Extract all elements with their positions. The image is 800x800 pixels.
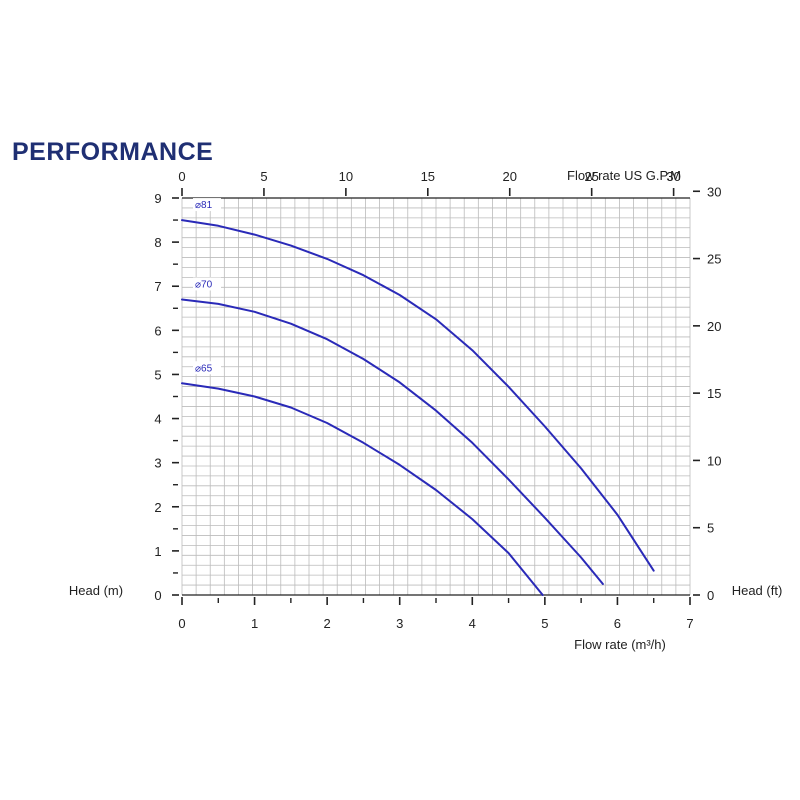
x-tick-label: 4: [469, 616, 476, 631]
x-tick-label: 7: [686, 616, 693, 631]
x2-tick-label: 5: [260, 169, 267, 184]
y-tick-label: 2: [154, 500, 161, 515]
y-tick-label: 8: [154, 235, 161, 250]
y-axis-title: Head (m): [69, 583, 123, 598]
axes: [172, 188, 700, 605]
y-tick-label: 0: [154, 588, 161, 603]
x-tick-label: 2: [324, 616, 331, 631]
x-tick-label: 1: [251, 616, 258, 631]
x2-tick-label: 10: [339, 169, 353, 184]
curve-label-bg: [193, 361, 221, 375]
x2-tick-label: 25: [584, 169, 598, 184]
y2-tick-label: 0: [707, 588, 714, 603]
y-tick-label: 4: [154, 412, 161, 427]
series-label: ⌀65: [195, 363, 213, 374]
series-line: [181, 298, 604, 585]
curves: [181, 219, 655, 596]
series-line: [181, 382, 544, 596]
y-tick-label: 6: [154, 323, 161, 338]
x2-tick-label: 15: [421, 169, 435, 184]
x-tick-label: 6: [614, 616, 621, 631]
y-tick-label: 3: [154, 456, 161, 471]
grid: [181, 197, 691, 596]
y2-tick-label: 10: [707, 453, 721, 468]
y2-tick-label: 15: [707, 386, 721, 401]
x2-axis-title: Flow rate US G.P.M: [567, 168, 681, 183]
series-label: ⌀81: [195, 200, 213, 211]
x-tick-label: 3: [396, 616, 403, 631]
x2-tick-label: 0: [178, 169, 185, 184]
curve-label-bg: [193, 198, 221, 212]
y2-tick-label: 5: [707, 521, 714, 536]
y2-tick-label: 25: [707, 252, 721, 267]
y-tick-label: 5: [154, 367, 161, 382]
x-tick-label: 5: [541, 616, 548, 631]
y-tick-label: 1: [154, 544, 161, 559]
x-axis-title: Flow rate (m³/h): [574, 637, 666, 652]
x2-tick-label: 20: [503, 169, 517, 184]
x-tick-label: 0: [178, 616, 185, 631]
curve-label-bg: [193, 277, 221, 291]
y2-tick-label: 20: [707, 319, 721, 334]
y-tick-label: 7: [154, 279, 161, 294]
y-tick-label: 9: [154, 191, 161, 206]
labels: 0 1 2 3 4 5 6 70 5 10 15 20 25 3001234567890510152025…: [69, 168, 782, 652]
y2-axis-title: Head (ft): [732, 583, 783, 598]
page-title: PERFORMANCE: [12, 138, 214, 166]
series-label: ⌀70: [195, 279, 213, 290]
series-line: [181, 219, 655, 572]
y2-tick-label: 30: [707, 184, 721, 199]
x2-tick-label: 30: [666, 169, 680, 184]
